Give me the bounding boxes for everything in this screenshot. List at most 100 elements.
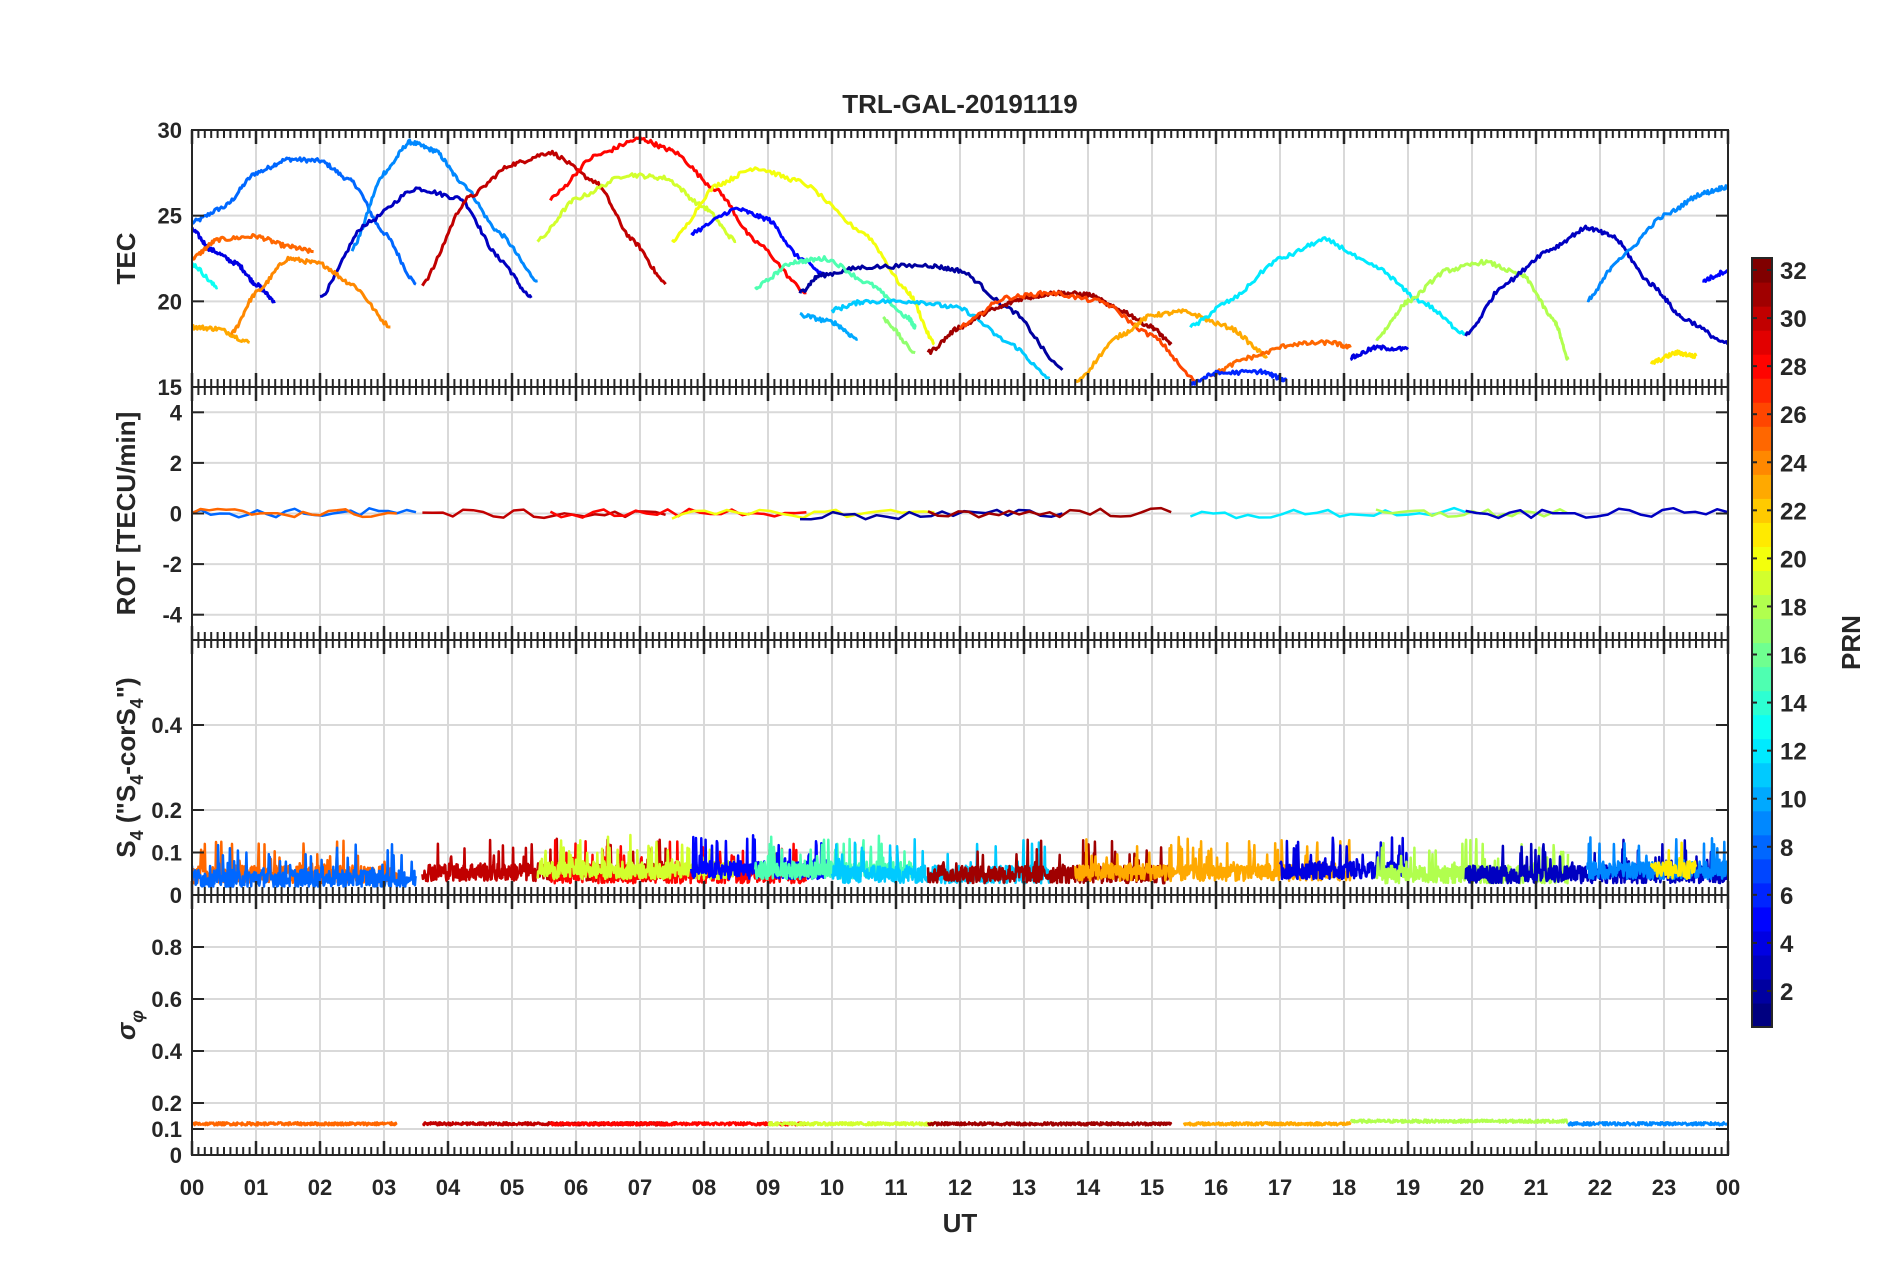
series-tec-prn-3 (1464, 224, 1728, 346)
series-tec-prn-18 (1375, 258, 1570, 361)
y-tick-label: 0 (170, 883, 182, 908)
colorbar-tick-label: 20 (1780, 546, 1807, 573)
x-tick-label: 22 (1588, 1175, 1612, 1200)
series-sigma_phi-prn-31 (926, 1121, 1173, 1127)
series-tec-prn-9 (1586, 184, 1728, 303)
x-tick-label: 13 (1012, 1175, 1036, 1200)
x-tick-label: 09 (756, 1175, 780, 1200)
series-rot-prn-20 (671, 508, 935, 520)
colorbar-swatch (1752, 402, 1772, 427)
colorbar-swatch (1752, 906, 1772, 932)
y-tick-label: 25 (158, 204, 182, 229)
x-tick-label: 19 (1396, 1175, 1420, 1200)
series-tec-prn-10 (799, 311, 859, 341)
colorbar-tick-label: 4 (1780, 931, 1794, 958)
colorbar-tick-label: 10 (1780, 787, 1807, 814)
x-tick-label: 16 (1204, 1175, 1228, 1200)
y-tick-label: 0 (170, 502, 182, 527)
series-rot-prn-25 (192, 507, 397, 519)
series-tec-prn-20 (671, 166, 936, 346)
y-tick-label: 0.4 (151, 1039, 182, 1064)
colorbar-swatch (1752, 474, 1772, 499)
panel-sigma_phi: 00.10.2 0.4 0.6 0.8 σφ (111, 894, 1730, 1168)
x-tick-label: 14 (1076, 1175, 1101, 1200)
x-tick-label: 10 (820, 1175, 844, 1200)
x-tick-label: 04 (436, 1175, 461, 1200)
colorbar-tick-label: 30 (1780, 306, 1807, 333)
series-tec-prn-24 (228, 255, 391, 338)
y-tick-label: 0.4 (151, 713, 182, 738)
colorbar-swatch (1752, 330, 1772, 355)
x-tick-label: 00 (1716, 1175, 1740, 1200)
series-sigma_phi-prn-18 (1349, 1118, 1569, 1125)
colorbar-swatch (1752, 594, 1772, 620)
colorbar-swatch (1752, 522, 1772, 547)
x-tick-label: 20 (1460, 1175, 1484, 1200)
y-tick-label: 0.8 (151, 935, 182, 960)
colorbar-tick-label: 16 (1780, 643, 1807, 670)
colorbar-tick-label: 8 (1780, 835, 1793, 862)
colorbar-tick-label: 26 (1780, 402, 1807, 429)
colorbar-swatch (1752, 954, 1772, 980)
y-axis-label-tec: TEC (111, 232, 141, 284)
series-tec-prn-23 (1074, 308, 1268, 383)
x-tick-label: 11 (884, 1175, 907, 1200)
series-tec-prn-3 (319, 186, 533, 299)
series-tec-prn-30 (421, 149, 667, 287)
colorbar-tick-label: 12 (1780, 739, 1807, 766)
colorbar-tick-label: 2 (1780, 979, 1793, 1006)
series-tec-prn-12 (1189, 236, 1466, 336)
series-s4-prn-21 (1649, 841, 1698, 881)
chart-title: TRL-GAL-20191119 (842, 89, 1078, 119)
series-tec-prn-11 (830, 298, 1051, 380)
y-tick-label: 15 (158, 375, 182, 400)
colorbar-swatch (1752, 570, 1772, 596)
series-rot-prn-2 (799, 508, 1063, 521)
colorbar-swatch (1752, 834, 1772, 860)
colorbar-tick-label: 24 (1780, 450, 1807, 477)
series-tec-prn-26 (958, 290, 1198, 384)
colorbar-swatch (1752, 690, 1772, 716)
colorbar-swatch (1752, 282, 1772, 307)
series-sigma_phi-prn-19 (767, 1120, 936, 1127)
series-s4-prn-28 (549, 839, 808, 885)
colorbar-swatch (1752, 978, 1772, 1004)
series-tec-prn-25 (1209, 339, 1352, 378)
series-tec-prn-19 (536, 172, 737, 244)
series-tec-prn-21 (1649, 349, 1698, 365)
y-axis-label-rot: ROT [TECU/min] (111, 412, 141, 616)
colorbar-swatch (1752, 426, 1772, 451)
x-tick-label: 07 (628, 1175, 652, 1200)
colorbar-tick-label: 22 (1780, 498, 1807, 525)
y-tick-label: 0 (170, 1143, 182, 1168)
series-tec-prn-4 (192, 226, 276, 304)
series-rot-prn-8 (192, 507, 417, 519)
series-rot-prn-31 (927, 506, 1172, 519)
series-rot-prn-30 (422, 508, 666, 520)
series-rot-prn-12 (1189, 506, 1467, 520)
y-tick-label: 0.6 (151, 987, 182, 1012)
series-tec-prn-17 (882, 315, 916, 355)
x-tick-label: 21 (1524, 1175, 1548, 1200)
y-tick-label: 30 (158, 118, 182, 143)
colorbar-tick-label: 14 (1780, 691, 1807, 718)
colorbar-swatch (1752, 258, 1772, 283)
colorbar-swatch (1752, 810, 1772, 836)
colorbar-swatch (1752, 762, 1772, 788)
x-tick-label: 17 (1268, 1175, 1292, 1200)
colorbar-swatch (1752, 546, 1772, 572)
series-tec-prn-2 (798, 262, 1064, 371)
series-tec-prn-15 (754, 255, 917, 330)
y-axis-label-s4: S4 ("S4-corS4") (111, 677, 147, 857)
x-tick-label: 02 (308, 1175, 332, 1200)
x-tick-label: 06 (564, 1175, 588, 1200)
colorbar-swatch (1752, 738, 1772, 764)
series-rot-prn-3 (1465, 506, 1728, 520)
y-tick-label: 20 (158, 289, 182, 314)
series-sigma_phi-prn-9 (1567, 1121, 1728, 1127)
x-tick-label: 15 (1140, 1175, 1164, 1200)
x-axis-label: UT (943, 1208, 978, 1238)
x-tick-labels: 00 01 02 03 04 05 06 07 08 09 10 11 12 13 14 15 16 17 18 19… (180, 1175, 1740, 1200)
series-s4-prn-8 (192, 842, 418, 888)
